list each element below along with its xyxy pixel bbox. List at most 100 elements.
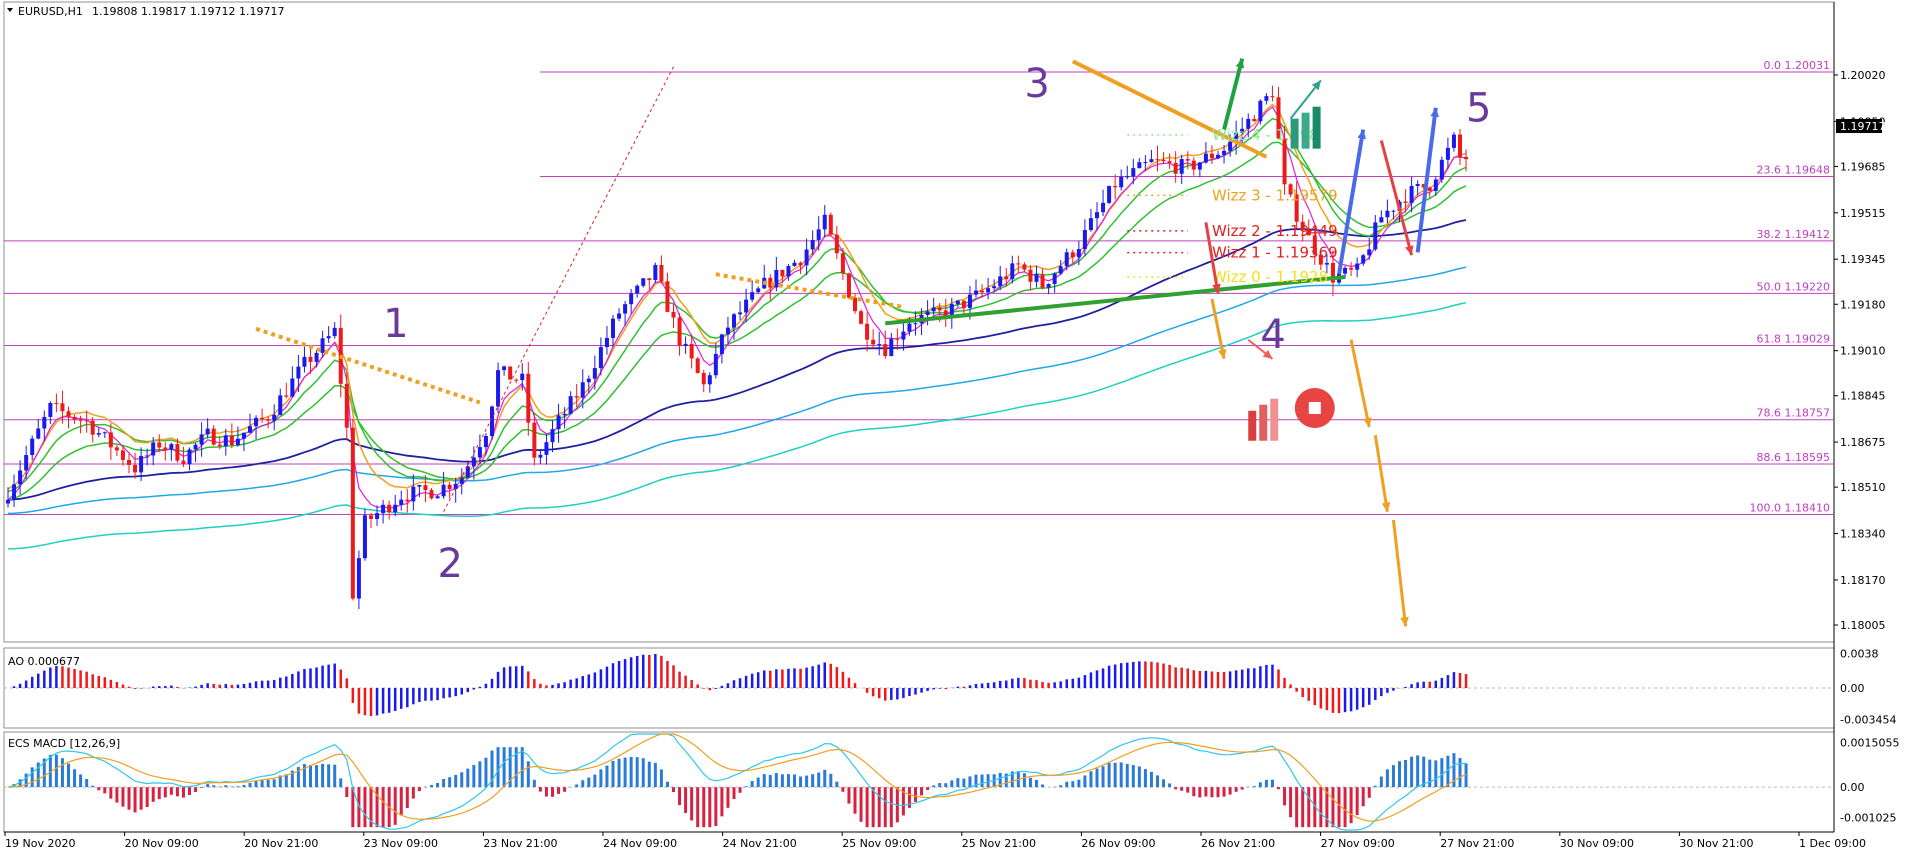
- fib-level-label: 23.6 1.19648: [1757, 164, 1830, 177]
- candle-body: [1076, 249, 1081, 258]
- candle-body: [840, 253, 845, 274]
- candle-body: [193, 444, 198, 450]
- bullish-candle: [762, 264, 767, 290]
- bullish-candle: [931, 298, 936, 316]
- candle-body: [901, 331, 906, 340]
- bearish-candle: [574, 384, 579, 408]
- candle-body: [889, 338, 894, 356]
- bearish-candle: [859, 309, 864, 325]
- candle-body: [1155, 159, 1160, 161]
- candle-body: [774, 269, 779, 288]
- bearish-candle: [1306, 219, 1311, 236]
- bullish-candle: [786, 264, 791, 281]
- candle-body: [1216, 154, 1220, 159]
- candle-body: [429, 490, 434, 499]
- candle-body: [659, 264, 664, 282]
- bullish-candle: [1324, 253, 1329, 274]
- candle-body: [1191, 160, 1196, 170]
- bullish-candle: [1064, 248, 1069, 271]
- candle-body: [1240, 128, 1245, 134]
- candle-body: [756, 288, 761, 293]
- bullish-candle: [30, 435, 35, 461]
- candle-body: [532, 422, 537, 458]
- candle-body: [169, 444, 174, 450]
- candle-body: [1373, 222, 1378, 250]
- candle-body: [725, 327, 730, 335]
- bullish-candle: [1088, 208, 1093, 232]
- candle-body: [514, 379, 519, 381]
- candle-body: [586, 378, 591, 383]
- candle-body: [822, 214, 827, 230]
- candle-body: [1355, 263, 1360, 270]
- bullish-candle: [992, 279, 997, 292]
- bearish-candle: [1022, 262, 1027, 273]
- candle-body: [1167, 161, 1172, 163]
- bullish-candle: [465, 460, 470, 479]
- bullish-candle: [1385, 199, 1390, 224]
- bullish-candle: [1246, 113, 1251, 138]
- candle-body: [1088, 218, 1093, 231]
- candle-body: [961, 300, 966, 308]
- candle-body: [871, 339, 876, 345]
- candle-body: [60, 403, 65, 412]
- bullish-candle: [223, 428, 228, 456]
- bearish-candle: [828, 212, 833, 236]
- candle-body: [108, 432, 113, 448]
- time-tick-label: 19 Nov 2020: [5, 837, 75, 850]
- bullish-candle: [580, 369, 585, 409]
- candle-body: [604, 337, 609, 348]
- candle-body: [362, 515, 367, 559]
- moving-averages: [7, 103, 1467, 550]
- bullish-candle: [1409, 176, 1414, 213]
- candle-body: [151, 442, 156, 456]
- candle-body: [417, 485, 422, 487]
- bullish-bars-icon: [1290, 106, 1321, 149]
- bearish-candle: [980, 284, 985, 298]
- candle-body: [1137, 162, 1142, 169]
- bearish-candle: [60, 390, 65, 424]
- bullish-candle: [1052, 272, 1057, 293]
- bearish-candle: [701, 369, 706, 393]
- bearish-candle: [1113, 174, 1118, 200]
- candle-body: [163, 447, 168, 450]
- bearish-candle: [1173, 151, 1178, 183]
- candle-body: [1433, 179, 1438, 191]
- candle-body: [526, 373, 531, 423]
- trendline-dotted-wave1: [255, 326, 481, 405]
- candle-body: [356, 558, 361, 599]
- mini-bar: [1270, 398, 1279, 441]
- candle-body: [937, 307, 942, 311]
- candle-body: [266, 419, 271, 421]
- candle-body: [562, 413, 567, 416]
- bearish-candle: [865, 312, 870, 352]
- candle-body: [1185, 159, 1190, 161]
- ema-green-line: [7, 141, 1467, 501]
- bullish-candle: [641, 278, 646, 288]
- symbol-menu-icon[interactable]: [7, 8, 13, 12]
- candle-body: [1034, 274, 1039, 282]
- candle-body: [199, 434, 204, 445]
- fib-level-label: 38.2 1.19412: [1757, 228, 1830, 241]
- candle-body: [1252, 118, 1257, 122]
- bullish-candle: [1439, 156, 1444, 183]
- bearish-candle: [229, 423, 234, 449]
- bullish-candle: [151, 436, 156, 466]
- macd-tick-label: 0.00: [1840, 781, 1865, 794]
- bullish-candle: [483, 433, 488, 456]
- candle-body: [1234, 133, 1239, 142]
- time-tick-label: 1 Dec 09:00: [1799, 837, 1866, 850]
- candle-body: [102, 432, 107, 434]
- candle-body: [235, 438, 240, 446]
- time-tick-label: 23 Nov 21:00: [483, 837, 557, 850]
- price-tick-label: 1.19010: [1840, 345, 1886, 358]
- candle-body: [78, 419, 83, 421]
- bullish-candle: [496, 362, 501, 414]
- bullish-candle: [1125, 165, 1130, 180]
- bearish-candle: [1016, 255, 1021, 274]
- bullish-candle: [1343, 265, 1348, 279]
- candle-body: [695, 358, 700, 373]
- stop-icon-square: [1308, 401, 1321, 414]
- bearish-candle: [181, 447, 186, 468]
- candle-body: [1040, 274, 1045, 288]
